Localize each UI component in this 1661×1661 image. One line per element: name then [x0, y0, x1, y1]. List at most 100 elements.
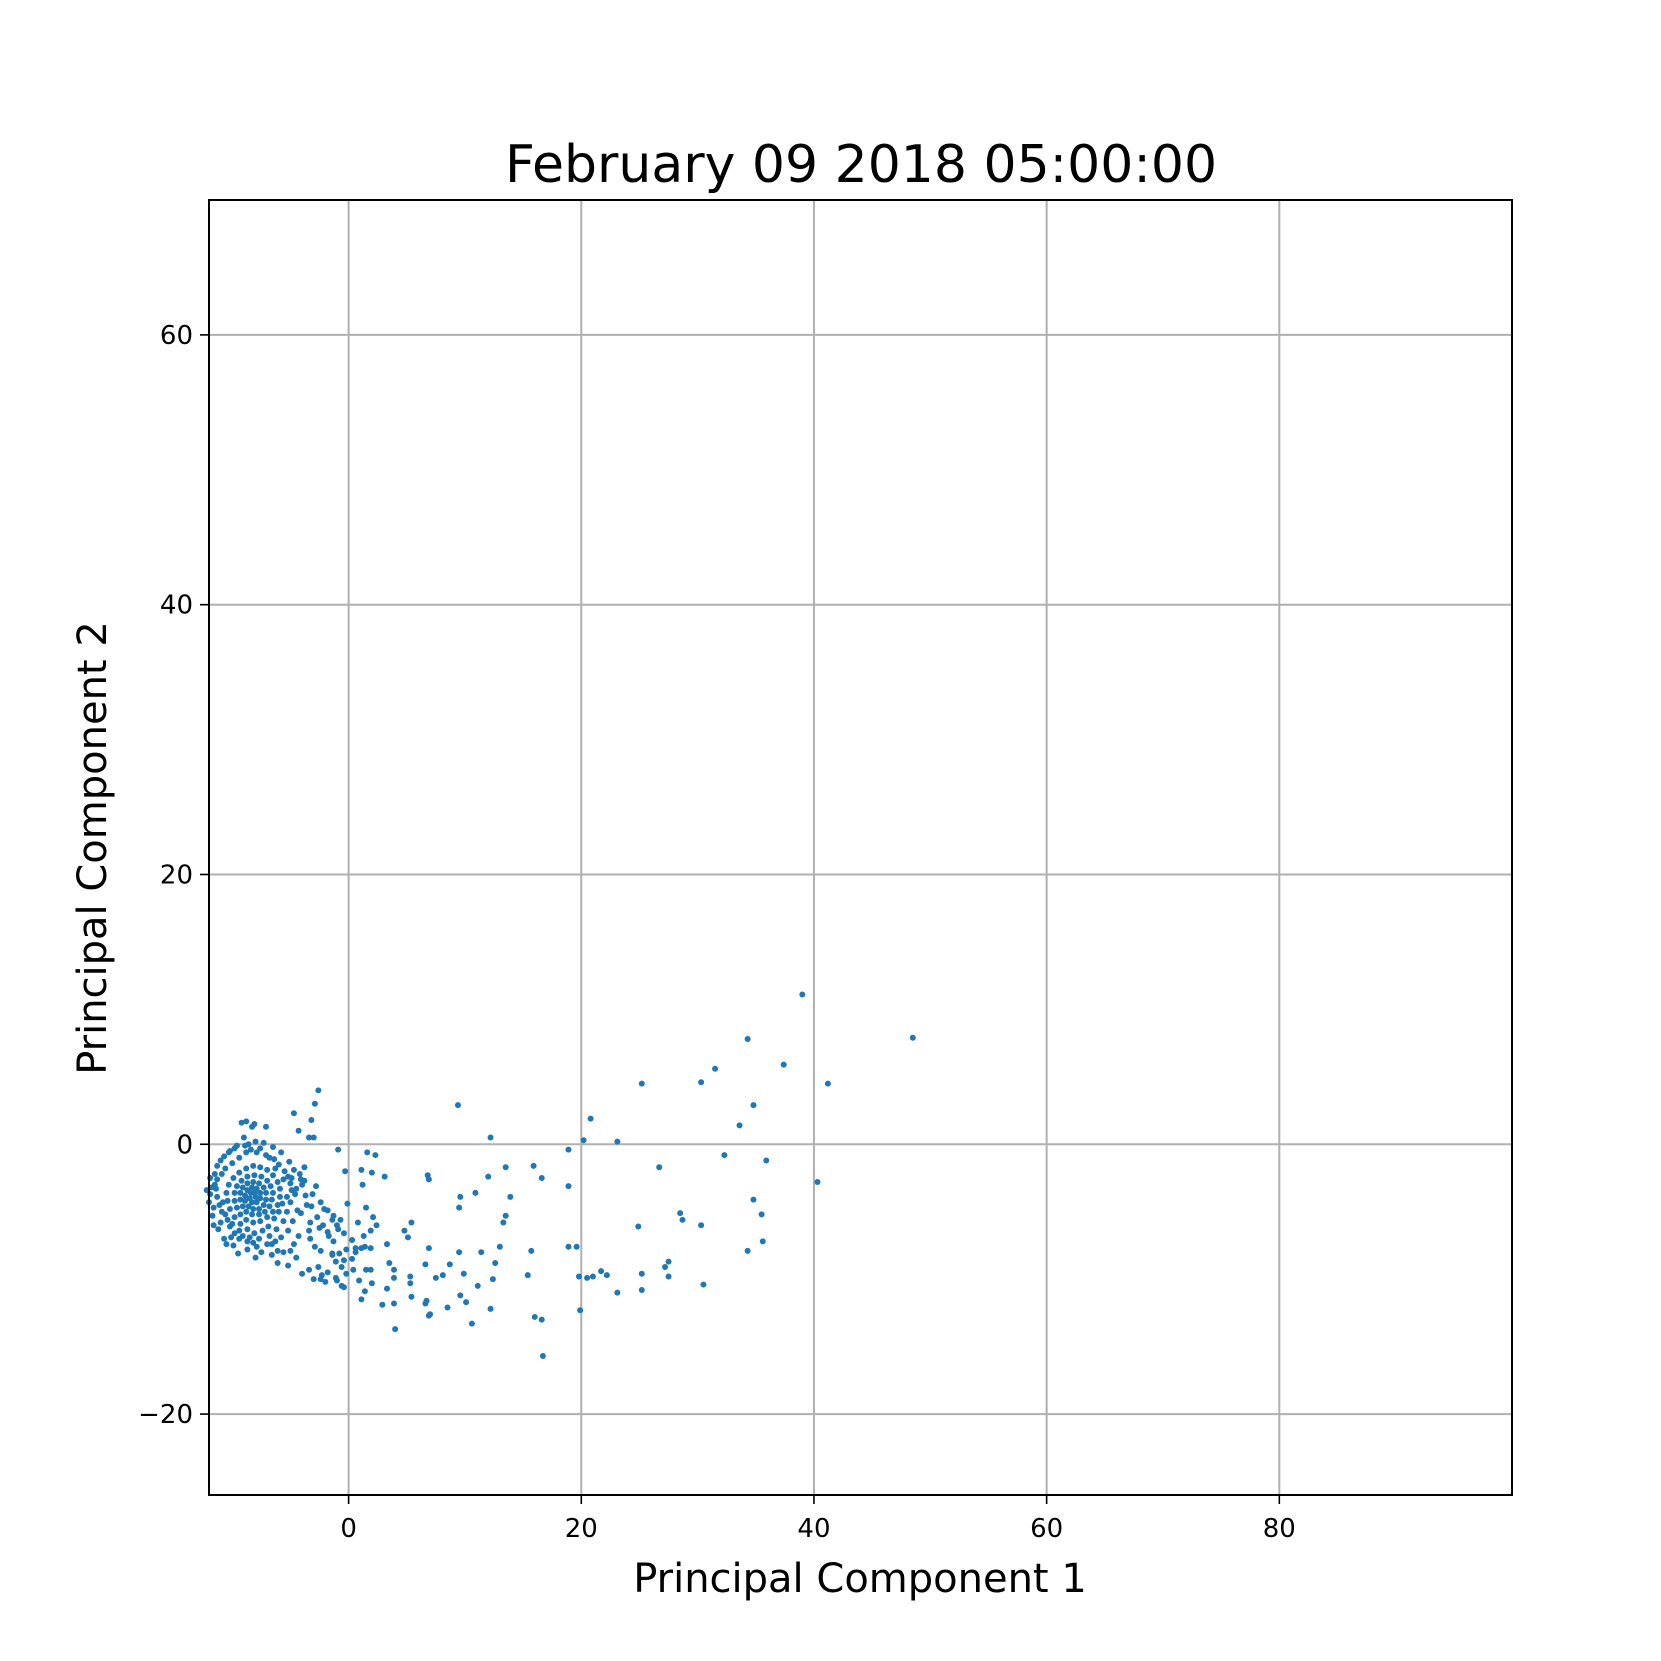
data-point	[251, 1230, 258, 1237]
data-point	[308, 1203, 315, 1210]
data-point	[257, 1189, 264, 1196]
data-point	[269, 1143, 276, 1150]
data-point	[242, 1192, 249, 1199]
data-point	[638, 1286, 645, 1293]
data-point	[330, 1238, 337, 1245]
data-point	[258, 1249, 265, 1256]
data-point	[238, 1177, 245, 1184]
data-point	[233, 1183, 240, 1190]
data-point	[286, 1158, 293, 1165]
data-point	[507, 1193, 514, 1200]
data-point	[293, 1185, 300, 1192]
data-point	[338, 1264, 345, 1271]
data-point	[285, 1227, 292, 1234]
x-axis-label: Principal Component 1	[633, 1556, 1087, 1602]
data-point	[225, 1181, 232, 1188]
data-point	[425, 1245, 432, 1252]
data-point	[238, 1119, 245, 1126]
data-point	[332, 1274, 339, 1281]
data-point	[256, 1211, 263, 1218]
data-point	[472, 1189, 479, 1196]
data-point	[223, 1241, 230, 1248]
data-point	[390, 1300, 397, 1307]
data-point	[267, 1183, 274, 1190]
data-point	[250, 1219, 257, 1226]
data-point	[231, 1145, 238, 1152]
data-point	[383, 1285, 390, 1292]
data-point	[665, 1273, 672, 1280]
data-point	[368, 1280, 375, 1287]
data-point	[252, 1254, 259, 1261]
data-point	[249, 1184, 256, 1191]
data-point	[269, 1208, 276, 1215]
data-point	[311, 1243, 318, 1250]
data-point	[260, 1201, 267, 1208]
data-point	[565, 1243, 572, 1250]
data-point	[266, 1203, 273, 1210]
data-point	[736, 1122, 743, 1129]
data-point	[496, 1243, 503, 1250]
data-point	[263, 1123, 270, 1130]
data-point	[390, 1274, 397, 1281]
data-point	[573, 1243, 580, 1250]
data-point	[287, 1247, 294, 1254]
data-point	[279, 1200, 286, 1207]
data-point	[288, 1187, 295, 1194]
data-point	[665, 1258, 672, 1265]
data-point	[350, 1266, 357, 1273]
data-point	[349, 1255, 356, 1262]
data-point	[250, 1206, 257, 1213]
data-point	[485, 1173, 492, 1180]
data-point	[275, 1161, 282, 1168]
data-point	[253, 1199, 260, 1206]
data-point	[236, 1227, 243, 1234]
data-point	[361, 1288, 368, 1295]
data-point	[260, 1184, 267, 1191]
data-point	[278, 1149, 285, 1156]
data-point	[589, 1273, 596, 1280]
data-point	[358, 1166, 365, 1173]
data-point	[243, 1216, 250, 1223]
data-point	[343, 1270, 350, 1277]
data-point	[268, 1196, 275, 1203]
data-point	[577, 1307, 584, 1314]
data-point	[408, 1293, 415, 1300]
data-point	[301, 1164, 308, 1171]
data-point	[302, 1192, 309, 1199]
data-point	[383, 1241, 390, 1248]
data-point	[598, 1268, 605, 1275]
data-point	[243, 1118, 250, 1125]
data-point	[271, 1215, 278, 1222]
data-point	[373, 1222, 380, 1229]
data-point	[217, 1157, 224, 1164]
data-point	[721, 1152, 728, 1159]
data-point	[209, 1212, 216, 1219]
data-point	[210, 1204, 217, 1211]
data-point	[280, 1249, 287, 1256]
data-point	[237, 1220, 244, 1227]
data-point	[256, 1235, 263, 1242]
data-point	[253, 1149, 260, 1156]
chart-title: February 09 2018 05:00:00	[505, 135, 1217, 195]
data-point	[310, 1276, 317, 1283]
data-point	[478, 1249, 485, 1256]
data-point	[360, 1233, 367, 1239]
x-tick-label: 40	[797, 1514, 830, 1544]
data-point	[780, 1061, 787, 1068]
data-point	[744, 1036, 751, 1043]
data-point	[368, 1169, 375, 1176]
data-point	[243, 1208, 250, 1215]
data-point	[264, 1177, 271, 1184]
data-point	[432, 1274, 439, 1281]
data-point	[386, 1259, 393, 1266]
data-point	[274, 1201, 281, 1208]
data-point	[408, 1219, 415, 1226]
data-point	[320, 1222, 327, 1229]
data-point	[301, 1177, 308, 1184]
data-point	[363, 1266, 370, 1273]
y-tick-label: 40	[160, 591, 193, 621]
data-point	[236, 1235, 243, 1242]
data-point	[214, 1193, 221, 1200]
